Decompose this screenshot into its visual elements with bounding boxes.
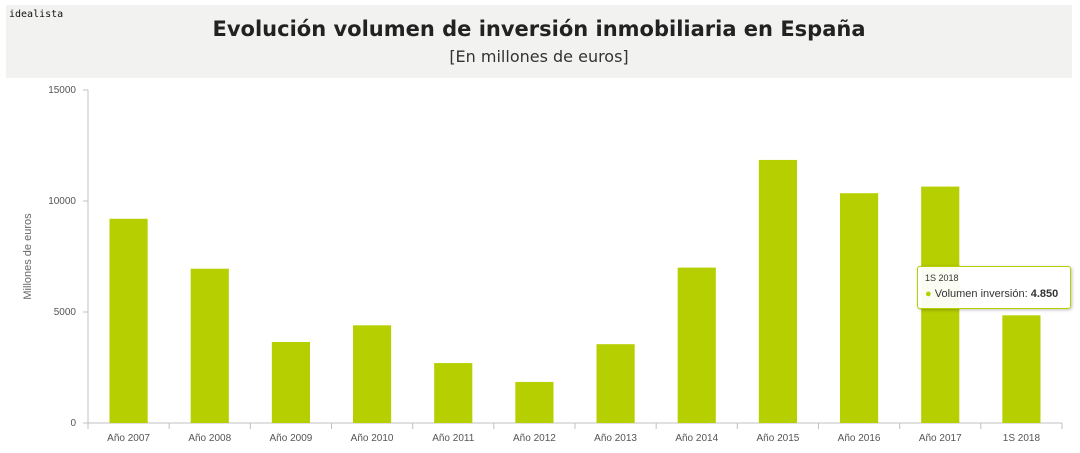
x-tick-label: Año 2015 xyxy=(757,433,800,444)
bar xyxy=(109,218,148,423)
x-tick-label: Año 2012 xyxy=(513,433,556,444)
x-tick-label: Año 2014 xyxy=(675,433,718,444)
x-tick-label: Año 2011 xyxy=(432,433,475,444)
chart-title: Evolución volumen de inversión inmobilia… xyxy=(212,17,866,41)
y-axis-title: Millones de euros xyxy=(22,213,34,300)
x-tick-label: Año 2010 xyxy=(351,433,394,444)
tooltip-category: 1S 2018 xyxy=(925,273,959,283)
bar xyxy=(271,341,310,423)
brand-logo-text: idealista xyxy=(9,9,64,20)
y-tick-label: 10000 xyxy=(48,196,76,207)
chart-tooltip: 1S 2018 ● Volumen inversión: 4.850 xyxy=(917,266,1071,309)
tooltip-value: 4.850 xyxy=(1030,288,1059,300)
chart-header: idealista Evolución volumen de inversión… xyxy=(6,5,1072,78)
x-tick-label: Año 2016 xyxy=(838,433,881,444)
bar xyxy=(515,381,554,423)
x-tick-label: Año 2017 xyxy=(919,433,962,444)
tooltip-row: ● Volumen inversión: 4.850 xyxy=(925,287,1063,302)
bar xyxy=(434,363,473,423)
y-tick-label: 5000 xyxy=(54,307,77,318)
x-tick-label: Año 2008 xyxy=(188,433,231,444)
x-tick-label: 1S 2018 xyxy=(1003,433,1041,444)
x-tick-label: Año 2009 xyxy=(270,433,313,444)
chart-subtitle: [En millones de euros] xyxy=(449,47,629,66)
y-tick-label: 0 xyxy=(70,418,76,429)
x-tick-label: Año 2013 xyxy=(594,433,637,444)
bar xyxy=(190,268,229,423)
bar xyxy=(596,344,635,423)
y-tick-label: 15000 xyxy=(48,85,76,96)
x-tick-label: Año 2007 xyxy=(107,433,150,444)
tooltip-series-label: Volumen inversión: xyxy=(934,288,1028,300)
bar xyxy=(758,159,797,423)
bar xyxy=(1002,315,1041,423)
bar xyxy=(840,193,879,423)
bar xyxy=(353,325,392,423)
bar xyxy=(677,267,716,423)
series-dot-icon: ● xyxy=(925,288,932,300)
